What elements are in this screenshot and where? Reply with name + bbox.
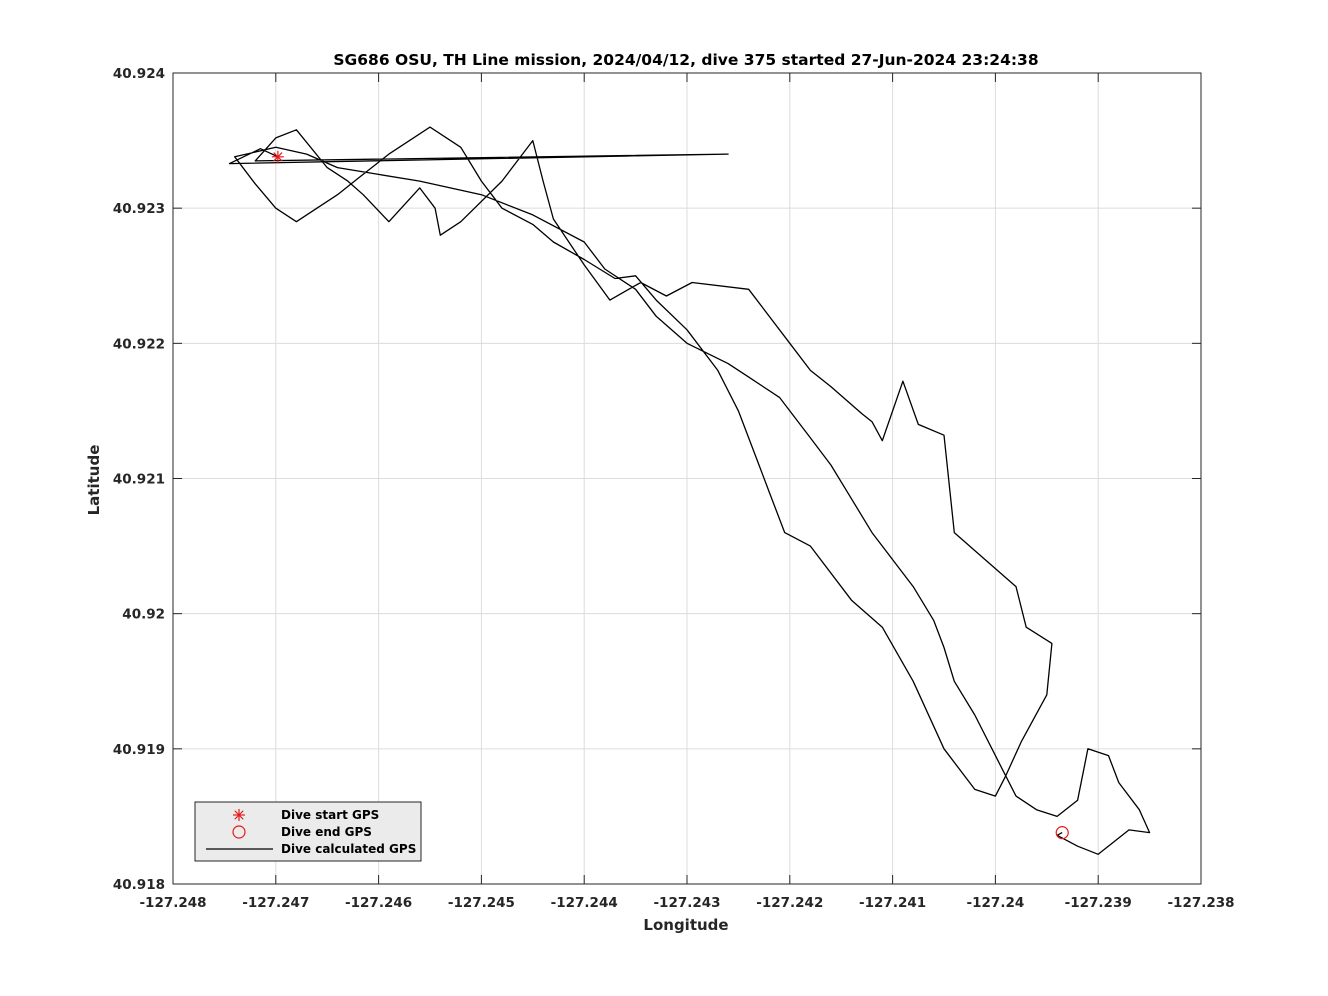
x-tick-label: -127.239 bbox=[1065, 895, 1132, 911]
y-tick-label: 40.924 bbox=[113, 66, 165, 82]
x-tick-label: -127.238 bbox=[1167, 895, 1234, 911]
y-axis-label: Latitude bbox=[85, 445, 103, 516]
y-tick-label: 40.918 bbox=[113, 877, 165, 893]
legend-label: Dive end GPS bbox=[281, 825, 372, 839]
x-tick-label: -127.244 bbox=[551, 895, 618, 911]
y-tick-label: 40.921 bbox=[113, 472, 165, 488]
x-tick-label: -127.247 bbox=[242, 895, 309, 911]
legend-label: Dive start GPS bbox=[281, 808, 379, 822]
x-tick-label: -127.243 bbox=[653, 895, 720, 911]
y-tick-label: 40.922 bbox=[113, 336, 165, 352]
y-tick-label: 40.923 bbox=[113, 201, 165, 217]
x-tick-label: -127.245 bbox=[448, 895, 515, 911]
chart-title: SG686 OSU, TH Line mission, 2024/04/12, … bbox=[333, 51, 1038, 69]
gps-markers bbox=[271, 150, 1069, 840]
track-layer bbox=[228, 126, 1151, 855]
x-tick-label: -127.241 bbox=[859, 895, 926, 911]
start-gps-marker bbox=[271, 150, 284, 163]
x-tick-label: -127.24 bbox=[967, 895, 1025, 911]
end-gps-marker bbox=[1055, 826, 1069, 840]
legend: Dive start GPS Dive end GPS Dive calculate… bbox=[194, 801, 422, 862]
x-tick-label: -127.242 bbox=[756, 895, 823, 911]
x-tick-label: -127.248 bbox=[139, 895, 206, 911]
x-axis-label: Longitude bbox=[643, 916, 728, 934]
grid-lines bbox=[173, 73, 1201, 884]
track-line bbox=[228, 126, 1151, 855]
legend-start-gps-icon bbox=[233, 809, 245, 821]
y-tick-label: 40.92 bbox=[122, 607, 165, 623]
axis-ticks: -127.248 -127.247 -127.246 -127.245 -127.244… bbox=[113, 66, 1235, 911]
y-tick-label: 40.919 bbox=[113, 742, 165, 758]
legend-label: Dive calculated GPS bbox=[281, 842, 416, 856]
legend-items: Dive start GPS Dive end GPS Dive calculate… bbox=[206, 808, 416, 856]
legend-end-gps-icon bbox=[232, 825, 246, 839]
x-tick-label: -127.246 bbox=[345, 895, 412, 911]
